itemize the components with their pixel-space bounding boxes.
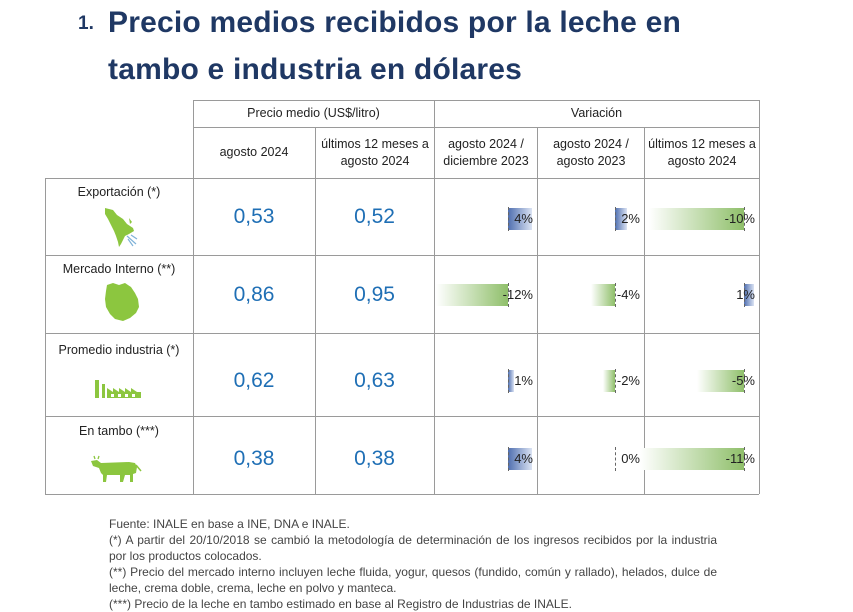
row-label-domestic: Mercado Interno (**) [62, 262, 176, 276]
variation-axis-line [615, 447, 616, 471]
variation-axis-line [744, 283, 745, 307]
footnotes: Fuente: INALE en base a INE, DNA e INALE… [109, 516, 717, 612]
row-label-export: Exportación (*) [77, 185, 161, 199]
page-title-line-2: tambo e industria en dólares [108, 53, 523, 86]
col-header-var-12m: últimos 12 meses a agosto 2024 [648, 136, 756, 168]
variation-value: 4% [514, 211, 533, 226]
price-aug-export: 0,53 [233, 205, 275, 228]
variation-axis-line [508, 283, 509, 307]
variation-bar [603, 370, 615, 392]
variation-bar [508, 208, 532, 230]
variation-value: 1% [514, 373, 533, 388]
variation-bar [436, 284, 508, 306]
price-aug-domestic: 0,86 [233, 283, 275, 306]
variation-axis-line [508, 207, 509, 231]
price-aug-industry: 0,62 [233, 369, 275, 392]
title-number: 1. [78, 13, 94, 34]
factory-icon [95, 380, 141, 398]
variation-value: -2% [616, 373, 640, 388]
variation-axis-line [615, 207, 616, 231]
row-label-industry: Promedio industria (*) [58, 343, 180, 357]
variation-bar [508, 448, 532, 470]
variation-bar [649, 208, 744, 230]
footnote-farm: (***) Precio de la leche en tambo estima… [109, 597, 572, 611]
row-label-farm: En tambo (***) [79, 424, 159, 438]
header-group-variation: Variación [570, 106, 623, 120]
variation-value: 4% [514, 451, 533, 466]
price-12m-export: 0,52 [354, 205, 395, 228]
variation-value: -4% [616, 287, 640, 302]
cow-icon [91, 455, 142, 482]
col-header-var-yoy: agosto 2024 / agosto 2023 [553, 136, 629, 168]
variation-bar [639, 448, 744, 470]
variation-axis-line [744, 447, 745, 471]
col-header-price-aug: agosto 2024 [219, 145, 289, 159]
header-group-price: Precio medio (US$/litro) [247, 106, 380, 120]
price-12m-farm: 0,38 [354, 447, 395, 470]
variation-value: -5% [731, 373, 755, 388]
footnote-export: (*) A partir del 20/10/2018 se cambió la… [109, 533, 717, 563]
variation-bar [696, 370, 744, 392]
variation-axis-line [615, 283, 616, 307]
page-title-line-1: Precio medios recibidos por la leche en [108, 6, 681, 39]
variation-axis-line [508, 369, 509, 393]
variation-value: 2% [621, 211, 640, 226]
col-header-price-12m: últimos 12 meses a agosto 2024 [321, 136, 429, 168]
variation-axis-line [744, 369, 745, 393]
variation-value: 0% [621, 451, 640, 466]
price-12m-industry: 0,63 [354, 369, 395, 392]
south-america-map-icon [105, 208, 138, 247]
variation-axis-line [615, 369, 616, 393]
variation-bar [591, 284, 615, 306]
price-aug-farm: 0,38 [233, 447, 275, 470]
variation-bar [744, 284, 754, 306]
col-header-var-dec: agosto 2024 / diciembre 2023 [443, 136, 529, 168]
variation-bar [508, 370, 514, 392]
variation-axis-line [508, 447, 509, 471]
footnote-domestic: (**) Precio del mercado interno incluyen… [109, 565, 717, 595]
variation-bar [615, 208, 627, 230]
variation-value: -12% [502, 287, 533, 302]
footnote-source: Fuente: INALE en base a INE, DNA e INALE… [109, 517, 350, 531]
variation-value: -11% [725, 451, 755, 466]
variation-value: 1% [736, 287, 755, 302]
uruguay-map-icon [105, 283, 139, 321]
price-12m-domestic: 0,95 [354, 283, 395, 306]
variation-axis-line [744, 207, 745, 231]
variation-value: -10% [724, 211, 755, 226]
